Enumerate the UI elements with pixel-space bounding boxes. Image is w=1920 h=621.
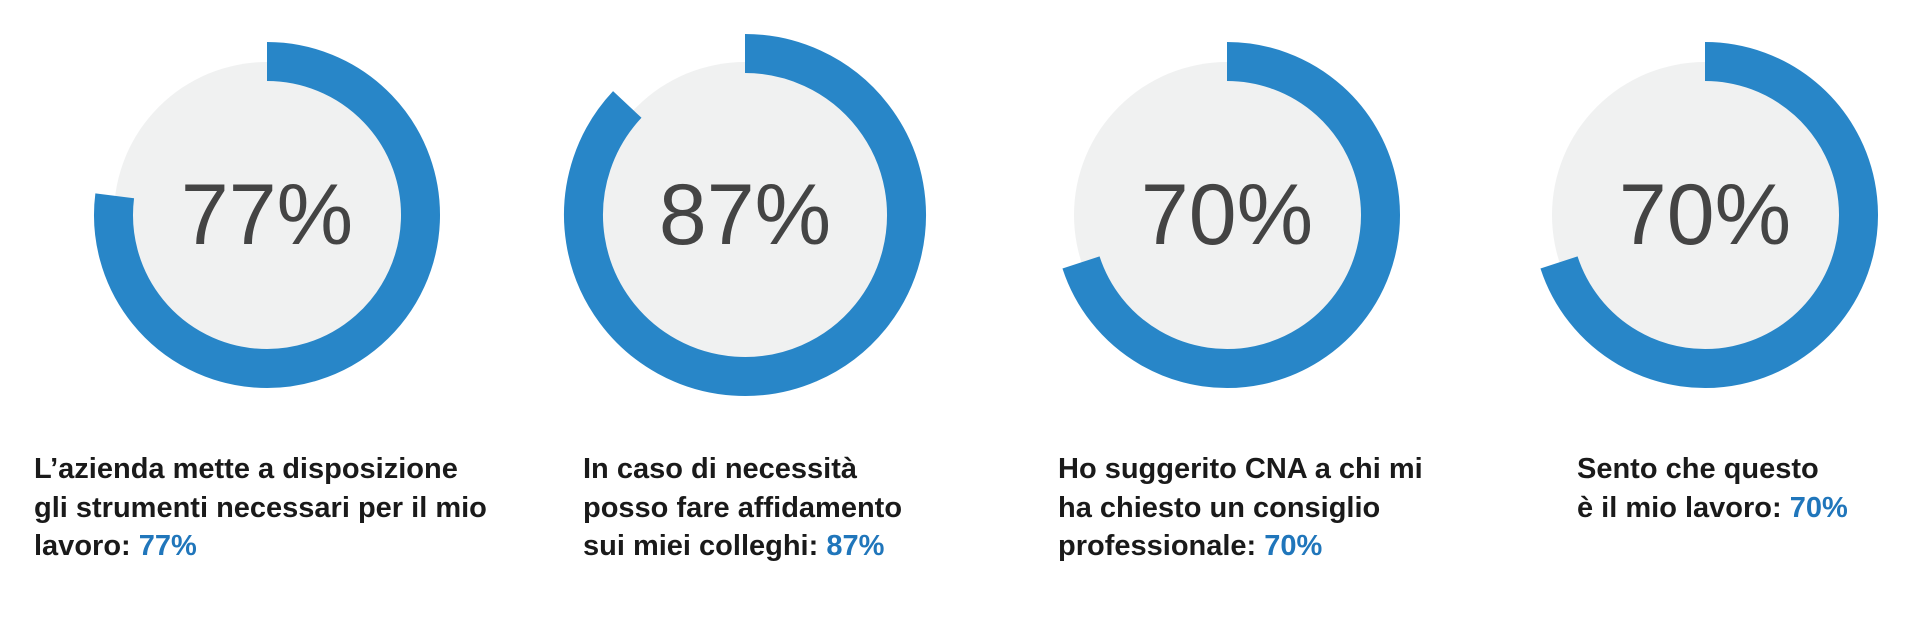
- gauge-label: 70%: [1141, 167, 1313, 263]
- caption-line: In caso di necessità: [583, 450, 902, 489]
- gauge-track: [592, 62, 898, 368]
- caption-text: professionale:: [1058, 530, 1257, 562]
- caption-text: è il mio lavoro:: [1577, 491, 1782, 524]
- caption-line: sui miei colleghi: 87%: [583, 527, 902, 566]
- caption-text: L’azienda mette a disposizione: [34, 453, 458, 485]
- caption-text: gli strumenti necessari per il mio: [34, 491, 487, 524]
- caption-text: Sento che questo: [1577, 453, 1819, 485]
- caption-value: 70%: [1264, 530, 1323, 562]
- caption-line: Ho suggerito CNA a chi mi: [1058, 450, 1423, 489]
- caption: Ho suggerito CNA a chi mi ha chiesto un c…: [1058, 450, 1423, 566]
- caption-text: Ho suggerito CNA a chi mi: [1058, 453, 1423, 485]
- caption-text: lavoro:: [34, 530, 131, 562]
- gauge-label: 87%: [659, 167, 831, 263]
- caption-line: lavoro: 77%: [34, 527, 487, 566]
- caption-text: posso fare affidamento: [583, 491, 903, 524]
- caption-line: L’azienda mette a disposizione: [34, 450, 487, 489]
- gauge-arc: [1540, 42, 1878, 388]
- caption-line: Sento che questo: [1577, 450, 1848, 489]
- caption-line: ha chiesto un consiglio: [1058, 489, 1423, 528]
- caption: In caso di necessità posso fare affidamen…: [583, 450, 902, 566]
- caption-line: posso fare affidamento: [583, 489, 902, 528]
- caption-text: sui miei colleghi:: [583, 530, 819, 562]
- gauge-label: 77%: [181, 167, 353, 263]
- gauge-arc: [94, 42, 440, 388]
- gauge-track: [114, 62, 420, 368]
- caption-value: 77%: [138, 530, 197, 562]
- caption-text: In caso di necessità: [583, 453, 858, 485]
- caption-line: è il mio lavoro: 70%: [1577, 489, 1848, 528]
- caption: Sento che questo è il mio lavoro: 70%: [1577, 450, 1848, 527]
- caption-line: gli strumenti necessari per il mio: [34, 489, 487, 528]
- gauge-track: [1552, 62, 1858, 368]
- caption: L’azienda mette a disposizione gli strume…: [34, 450, 487, 566]
- caption-value: 70%: [1789, 491, 1848, 524]
- gauge-track: [1074, 62, 1380, 368]
- gauge-label: 70%: [1619, 167, 1791, 263]
- gauge-arc: [564, 34, 926, 396]
- caption-value: 87%: [826, 530, 885, 562]
- caption-line: professionale: 70%: [1058, 527, 1423, 566]
- gauge-arc: [1062, 42, 1400, 388]
- caption-text: ha chiesto un consiglio: [1058, 491, 1381, 524]
